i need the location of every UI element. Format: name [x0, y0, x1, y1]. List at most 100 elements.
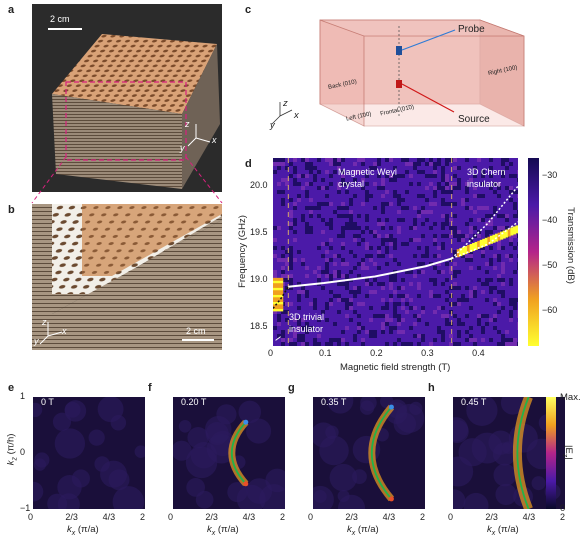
field-map-blob: [94, 456, 110, 472]
axes-triad-a: [187, 124, 211, 147]
heatmap-cell: [385, 234, 389, 238]
heatmap-cell: [505, 226, 509, 230]
heatmap-cell: [365, 282, 369, 286]
heatmap-cell: [497, 310, 501, 314]
heatmap-cell: [365, 182, 369, 186]
heatmap-cell: [313, 206, 317, 210]
panel-label-g: g: [288, 382, 295, 394]
heatmap-cell: [449, 334, 453, 338]
heatmap-cell: [497, 186, 501, 190]
field-map-blob: [238, 400, 262, 424]
heatmap-cell: [489, 278, 493, 282]
heatmap-cell: [441, 334, 445, 338]
heatmap-cell: [277, 322, 281, 326]
field-map-blob: [134, 445, 145, 458]
heatmap-cell: [397, 294, 401, 298]
scale-label-a: 2 cm: [50, 14, 70, 24]
heatmap-cell: [445, 174, 449, 178]
heatmap-cell: [317, 266, 321, 270]
heatmap-cell: [433, 170, 437, 174]
heatmap-cell: [321, 242, 325, 246]
heatmap-cell: [513, 302, 517, 306]
heatmap-cell: [353, 238, 357, 242]
heatmap-cell: [393, 326, 397, 330]
heatmap-cell: [373, 290, 377, 294]
heatmap-cell: [273, 274, 277, 278]
heatmap-cell: [445, 218, 449, 222]
heatmap-cell: [349, 226, 353, 230]
efgh-xtick: 0: [448, 512, 454, 522]
heatmap-cell: [413, 314, 417, 318]
heatmap-cell: [401, 218, 405, 222]
heatmap-cell: [437, 254, 441, 258]
axes-triad-b: [39, 322, 63, 345]
heatmap-bright-cell: [466, 245, 471, 254]
heatmap-cell: [481, 338, 485, 342]
heatmap-cell: [473, 338, 477, 342]
heatmap-cell: [317, 170, 321, 174]
heatmap-cell: [341, 214, 345, 218]
heatmap-cell: [345, 226, 349, 230]
heatmap-cell: [513, 214, 517, 218]
heatmap-cell: [381, 238, 385, 242]
efgh-xlabel: kx (π/a): [67, 524, 99, 537]
heatmap-cell: [489, 166, 493, 170]
heatmap-cell: [445, 318, 449, 322]
heatmap-cell: [301, 342, 305, 346]
heatmap-cell: [325, 306, 329, 310]
heatmap-cell: [277, 190, 281, 194]
heatmap-cell: [357, 290, 361, 294]
heatmap-cell: [397, 314, 401, 318]
heatmap-cell: [313, 302, 317, 306]
heatmap-bright-cell: [273, 303, 284, 307]
heatmap-cell: [385, 158, 389, 162]
heatmap-cell: [445, 298, 449, 302]
heatmap-bright-cell: [273, 277, 284, 281]
heatmap-cell: [381, 178, 385, 182]
efgh-xtick: 2: [140, 512, 146, 522]
heatmap-cell: [381, 242, 385, 246]
heatmap-cell: [333, 158, 337, 162]
heatmap-cell: [453, 186, 457, 190]
heatmap-cell: [349, 306, 353, 310]
heatmap-cell: [489, 214, 493, 218]
heatmap-cell: [477, 158, 481, 162]
heatmap-cell: [421, 310, 425, 314]
heatmap-cell: [313, 306, 317, 310]
heatmap-cell: [457, 342, 461, 346]
heatmap-cell: [493, 286, 497, 290]
heatmap-cell: [317, 214, 321, 218]
heatmap-cell: [325, 186, 329, 190]
heatmap-cell: [509, 318, 513, 322]
heatmap-cell: [469, 290, 473, 294]
heatmap-cell: [509, 258, 513, 262]
heatmap-cell: [513, 246, 517, 250]
heatmap-cell: [325, 270, 329, 274]
weyl-point-red: [243, 481, 249, 487]
heatmap-cell: [461, 254, 465, 258]
heatmap-cell: [465, 158, 469, 162]
heatmap-cell: [365, 214, 369, 218]
heatmap-cell: [457, 230, 461, 234]
heatmap-cell: [281, 334, 285, 338]
heatmap-cell: [357, 326, 361, 330]
field-map-blob: [329, 463, 358, 492]
heatmap-cell: [481, 170, 485, 174]
heatmap-cell: [437, 326, 441, 330]
heatmap-cell: [485, 206, 489, 210]
heatmap-cell: [485, 282, 489, 286]
heatmap-cell: [381, 298, 385, 302]
heatmap-cell: [373, 334, 377, 338]
heatmap-cell: [353, 178, 357, 182]
axis-x-c-line: [279, 109, 293, 117]
heatmap-cell: [513, 234, 517, 238]
heatmap-cell: [473, 186, 477, 190]
heatmap-cell: [381, 186, 385, 190]
heatmap-cell: [501, 266, 505, 270]
heatmap-cell: [313, 270, 317, 274]
heatmap-cell: [321, 186, 325, 190]
heatmap-cell: [397, 194, 401, 198]
heatmap-cell: [473, 294, 477, 298]
heatmap-cell: [341, 298, 345, 302]
heatmap-cell: [333, 274, 337, 278]
